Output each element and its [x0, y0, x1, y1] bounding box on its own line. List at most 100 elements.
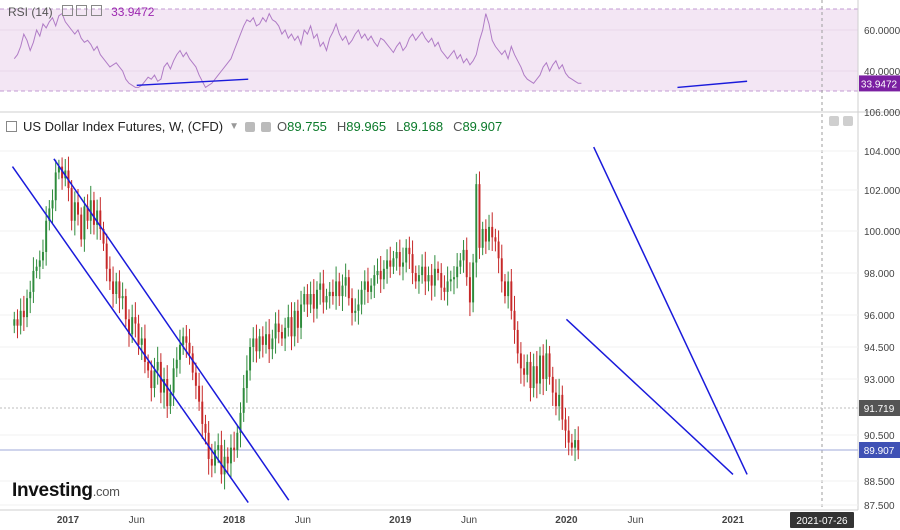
candle-body [570, 442, 573, 448]
rsi-tick-label: 40.0000 [864, 67, 900, 78]
candle-body [32, 270, 35, 292]
candle-body [424, 266, 427, 282]
candle-body [156, 361, 159, 371]
candle-body [395, 252, 398, 259]
candle-body [115, 281, 118, 294]
candle-body [373, 275, 376, 286]
candle-body [545, 353, 548, 379]
candle-body [519, 353, 522, 369]
candle-body [462, 249, 465, 261]
candle-body [443, 287, 446, 292]
close-icon[interactable] [90, 5, 102, 16]
chevron-down-icon[interactable]: ▼ [229, 121, 240, 132]
candle-body [497, 241, 500, 259]
candle-body [223, 456, 226, 475]
candle-body [99, 210, 102, 229]
candle-body [61, 166, 64, 179]
channel-trendline [593, 146, 748, 475]
candle-body [201, 401, 204, 424]
price-tick-label: 93.000 [864, 375, 895, 386]
candle-body [363, 281, 366, 290]
candle-body [475, 184, 478, 263]
eye-icon[interactable] [245, 121, 256, 132]
maximize-icon[interactable] [843, 116, 853, 126]
candle-body [351, 298, 354, 313]
candle-body [169, 392, 172, 407]
candle-body [245, 370, 248, 389]
settings-icon[interactable] [261, 121, 272, 132]
candle-body [22, 310, 25, 318]
price-pane [0, 146, 858, 506]
price-tick-label: 102.000 [864, 186, 900, 197]
candle-body [414, 273, 417, 282]
candle-body [398, 252, 401, 267]
instrument-legend[interactable]: US Dollar Index Futures, W, (CFD) ▼ O89.… [6, 119, 506, 134]
candle-body [446, 281, 449, 292]
candle-body [325, 296, 328, 303]
candle-body [178, 344, 181, 360]
channel-trendline [11, 166, 249, 504]
candle-body [344, 277, 347, 286]
candle-body [510, 281, 513, 311]
eye-icon[interactable] [62, 5, 74, 16]
candle-body [92, 200, 95, 225]
candle-body [296, 310, 299, 328]
candle-body [452, 277, 455, 280]
move-up-icon[interactable] [829, 116, 839, 126]
rsi-band [0, 9, 858, 91]
candle-body [188, 342, 191, 354]
candle-body [280, 332, 283, 339]
crosshair-date-label: 2021-07-26 [796, 516, 848, 527]
time-tick-label: 2020 [555, 515, 578, 526]
rsi-value-tag-label: 33.9472 [861, 79, 898, 90]
candle-body [236, 432, 239, 451]
ohlc-close-key: C [453, 119, 463, 134]
candle-body [389, 260, 392, 267]
candle-body [16, 319, 19, 326]
candle-body [204, 423, 207, 433]
candle-body [554, 392, 557, 407]
candle-body [108, 268, 111, 282]
candle-body [35, 266, 38, 271]
ohlc-high-key: H [336, 119, 347, 134]
logo-name: Investing [12, 480, 93, 501]
price-tick-label: 94.500 [864, 343, 895, 354]
settings-icon[interactable] [76, 5, 88, 16]
candle-body [172, 368, 175, 393]
candle-body [261, 336, 264, 345]
candle-body [315, 289, 318, 309]
candle-body [360, 289, 363, 305]
candle-body [472, 262, 475, 303]
time-tick-label: 2018 [223, 515, 246, 526]
rsi-legend[interactable]: RSI (14) 33.9472 [8, 5, 154, 19]
candle-body [312, 294, 315, 309]
candle-body [386, 260, 389, 269]
candle-body [121, 296, 124, 299]
candle-body [513, 310, 516, 330]
candle-body [185, 336, 188, 343]
ohlc-high-value: 89.965 [346, 119, 387, 134]
price-tick-label: 100.000 [864, 227, 900, 238]
candle-body [548, 353, 551, 377]
candle-body [153, 370, 156, 389]
candle-body [131, 317, 134, 335]
candle-body [322, 283, 325, 303]
candle-body [306, 294, 309, 305]
candle-body [516, 329, 519, 354]
candle-body [357, 304, 360, 311]
candle-body [80, 214, 83, 240]
candle-body [503, 281, 506, 297]
rsi-trendline [677, 80, 748, 89]
channel-trendline [565, 318, 734, 475]
collapse-icon[interactable] [6, 121, 17, 132]
candle-body [408, 247, 411, 255]
candle-body [277, 323, 280, 333]
time-tick-label: Jun [129, 515, 145, 526]
candle-body [523, 368, 526, 375]
candle-body [290, 317, 293, 337]
candle-body [427, 275, 430, 282]
price-tick-label: 104.000 [864, 147, 900, 158]
price-tick-label: 98.000 [864, 269, 895, 280]
ohlc-open-value: 89.755 [287, 119, 327, 134]
